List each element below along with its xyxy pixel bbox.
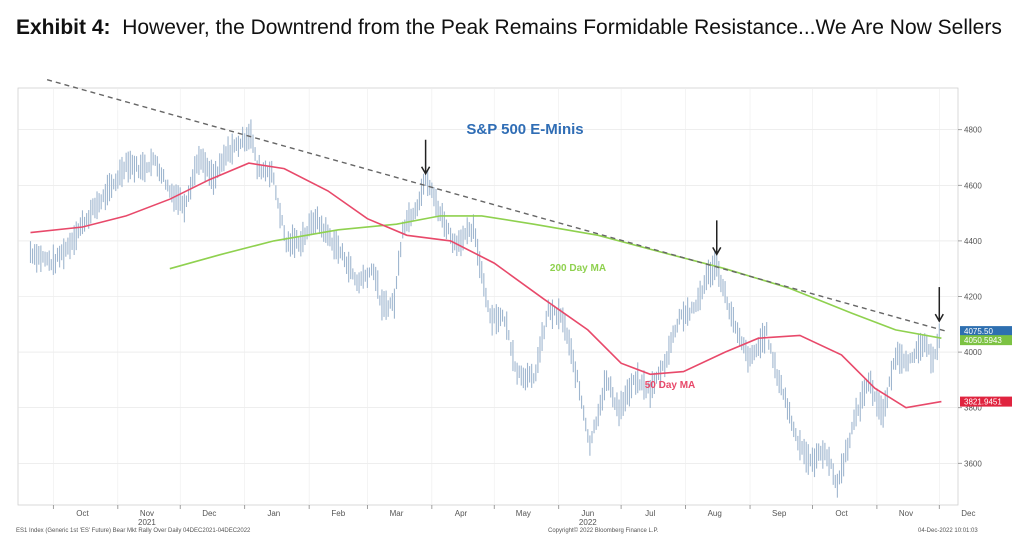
price-tag-label: 4075.50 bbox=[964, 327, 993, 336]
price-tag bbox=[960, 396, 1012, 407]
y-tick-label: 4000 bbox=[964, 348, 982, 357]
y-tick-label: 3600 bbox=[964, 459, 982, 468]
year-label: 2021 bbox=[138, 518, 156, 527]
exhibit-label: Exhibit 4: bbox=[16, 16, 111, 39]
ma50-line bbox=[30, 162, 942, 409]
x-tick-label: May bbox=[516, 509, 531, 518]
ma200-label: 200 Day MA bbox=[550, 263, 606, 274]
chart-axes: 3600 3800 4000 4200 4400 4600 4800 Oct Nov Dec Jan… bbox=[52, 126, 982, 527]
price-tag bbox=[960, 326, 1012, 337]
peak-arrow-head bbox=[420, 166, 431, 176]
exhibit-title-text: However, the Downtrend from the Peak Rem… bbox=[122, 16, 1002, 39]
peak-arrow-head bbox=[934, 313, 944, 323]
y-tick-label: 4600 bbox=[964, 181, 982, 190]
peak-arrow-head bbox=[712, 246, 722, 256]
year-label: 2022 bbox=[579, 518, 597, 527]
y-tick-label: 3800 bbox=[964, 404, 982, 413]
y-tick-label: 4400 bbox=[964, 237, 982, 246]
chart-title: S&P 500 E-Minis bbox=[466, 121, 583, 138]
ma50-label: 50 Day MA bbox=[645, 380, 696, 391]
x-tick-label: Oct bbox=[835, 509, 848, 518]
x-tick-label: Nov bbox=[140, 509, 154, 518]
footer-source: ES1 Index (Generic 1st 'ES' Future) Bear… bbox=[16, 528, 251, 534]
x-tick-label: Mar bbox=[390, 509, 404, 518]
footer-copyright: Copyright© 2022 Bloomberg Finance L.P. bbox=[548, 528, 659, 534]
chart-annotations: S&P 500 E-Minis 200 Day MA 50 Day MA 4075.5… bbox=[420, 121, 1012, 407]
downtrend-line bbox=[46, 79, 946, 332]
price-tag-label: 3821.9451 bbox=[964, 398, 1002, 407]
x-tick-label: Oct bbox=[76, 509, 89, 518]
x-tick-label: Feb bbox=[331, 509, 345, 518]
x-tick-label: Sep bbox=[772, 509, 787, 518]
x-tick-label: Jun bbox=[581, 509, 594, 518]
y-tick-label: 4200 bbox=[964, 293, 982, 302]
x-tick-label: Dec bbox=[202, 509, 216, 518]
footer-timestamp: 04-Dec-2022 10:01:03 bbox=[918, 528, 978, 534]
chart-grid bbox=[17, 87, 959, 506]
y-tick-label: 4800 bbox=[964, 126, 982, 135]
exhibit-title: Exhibit 4: However, the Downtrend from t… bbox=[16, 14, 1016, 42]
price-tag bbox=[960, 335, 1012, 346]
chart-lines bbox=[30, 79, 946, 409]
x-tick-label: Nov bbox=[899, 509, 913, 518]
x-tick-label: Aug bbox=[708, 509, 722, 518]
x-tick-label: Jan bbox=[267, 509, 280, 518]
x-tick-label: Apr bbox=[455, 509, 468, 518]
price-bars bbox=[29, 119, 940, 498]
x-tick-label: Jul bbox=[645, 509, 655, 518]
ma200-line bbox=[169, 215, 942, 339]
x-tick-label: Dec bbox=[961, 509, 975, 518]
price-tag-label: 4050.5943 bbox=[964, 336, 1002, 345]
